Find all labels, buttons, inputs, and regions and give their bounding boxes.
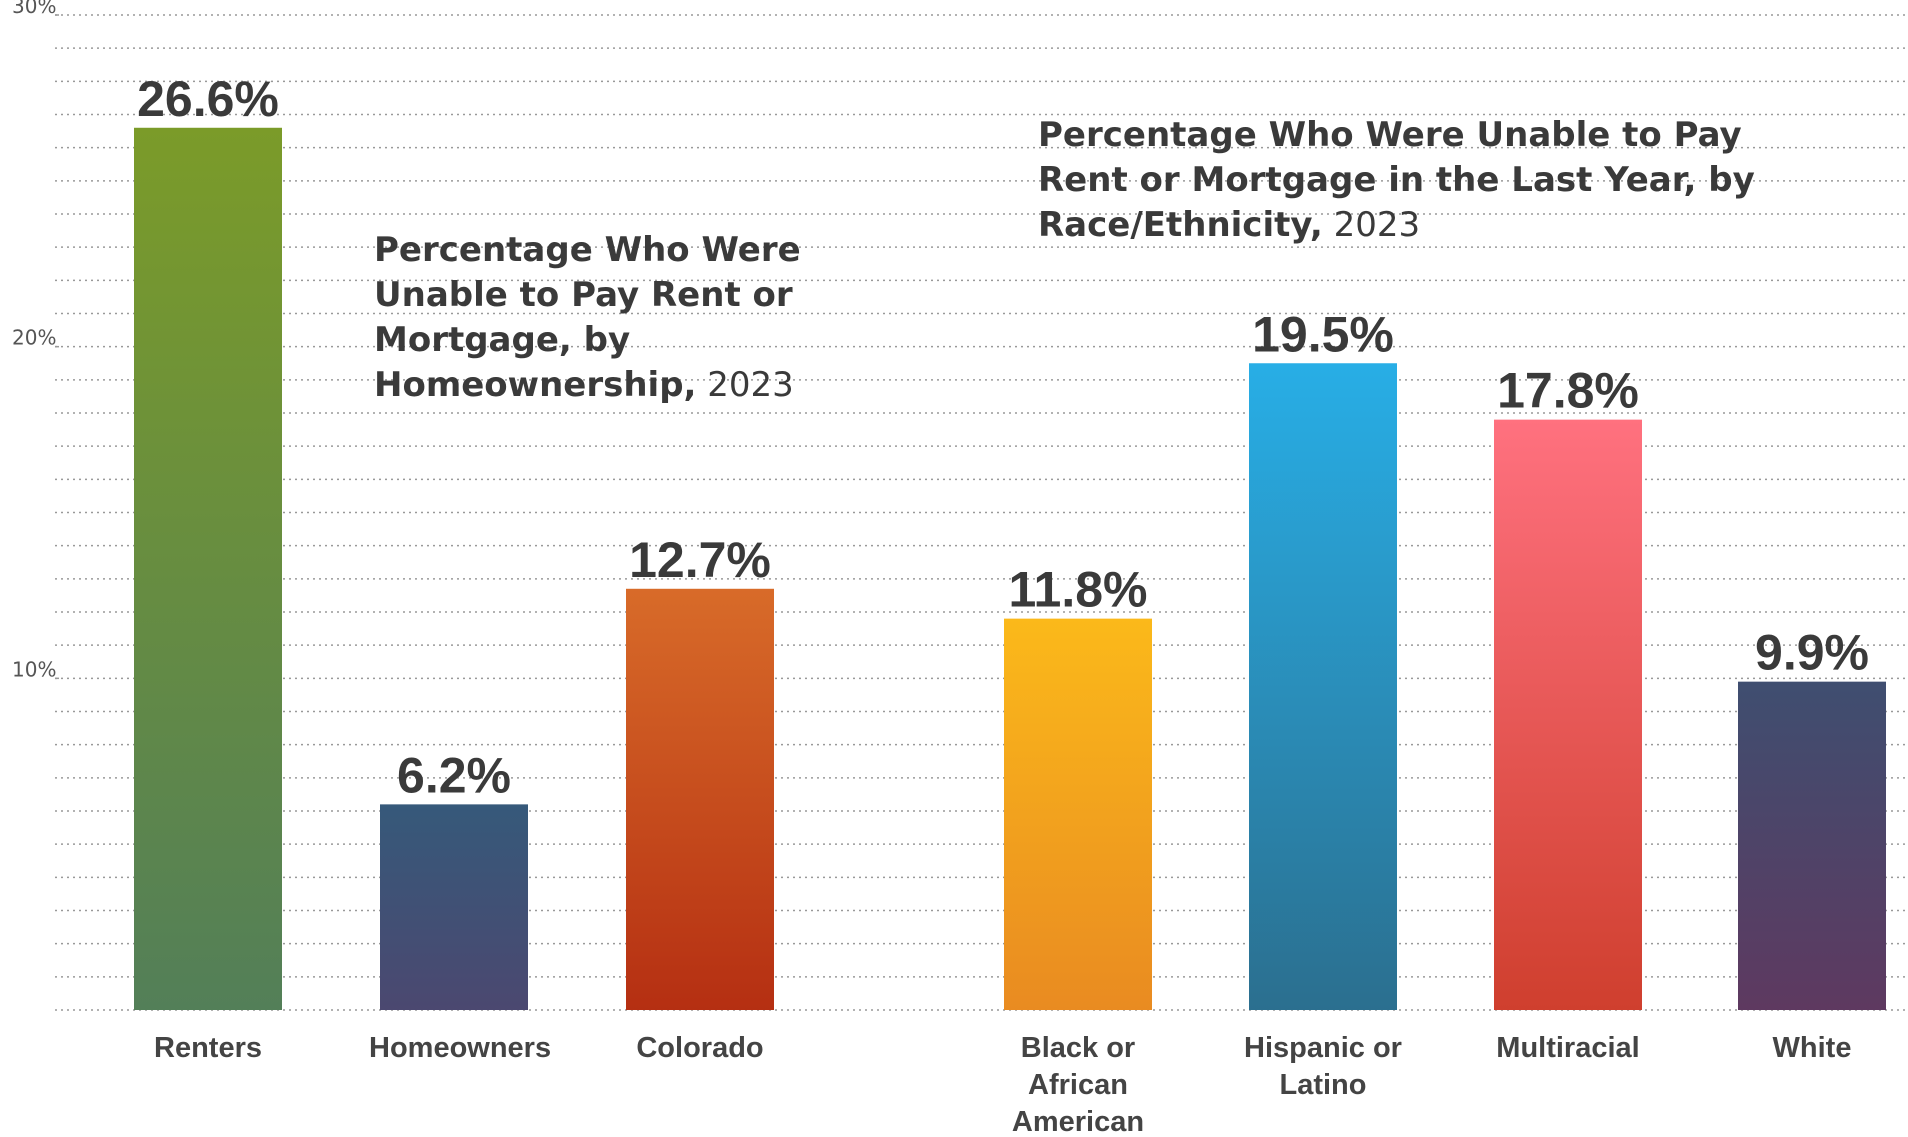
x-tick-label: Homeowners [369,1032,552,1064]
value-label: 26.6% [137,71,279,127]
chart-subtitle: 2023 [1333,205,1421,245]
chart-title-block: Percentage Who Were Unable to Pay Rent o… [1038,113,1838,248]
bar [1738,681,1886,1010]
y-tick-label: 20% [12,326,56,350]
value-label: 17.8% [1497,363,1639,419]
x-tick-label: Colorado [636,1032,764,1064]
value-label: 6.2% [397,747,511,803]
y-tick-label: 10% [12,657,56,681]
x-tick-label: Multiracial [1496,1032,1640,1064]
bar [1249,363,1397,1010]
x-tick-label: Black or African American [1011,1032,1145,1137]
x-tick-label: Hispanic or Latino [1244,1032,1402,1101]
y-tick-label: 30% [12,0,56,18]
bar [1004,618,1152,1010]
bar [134,127,282,1011]
bar [380,804,528,1010]
value-label: 19.5% [1252,306,1394,362]
chart-title-block: Percentage Who Were Unable to Pay Rent o… [374,228,804,408]
x-tick-label: White [1772,1032,1852,1064]
value-label: 11.8% [1008,562,1147,618]
chart-title: Percentage Who Were Unable to Pay Rent o… [1038,115,1755,245]
bar [1494,419,1642,1011]
chart-subtitle: 2023 [707,365,794,405]
value-label: 12.7% [629,532,771,588]
bar [626,588,774,1010]
chart-title: Percentage Who Were Unable to Pay Rent o… [374,230,801,405]
value-label: 9.9% [1755,625,1869,681]
x-tick-label: Renters [154,1032,262,1064]
